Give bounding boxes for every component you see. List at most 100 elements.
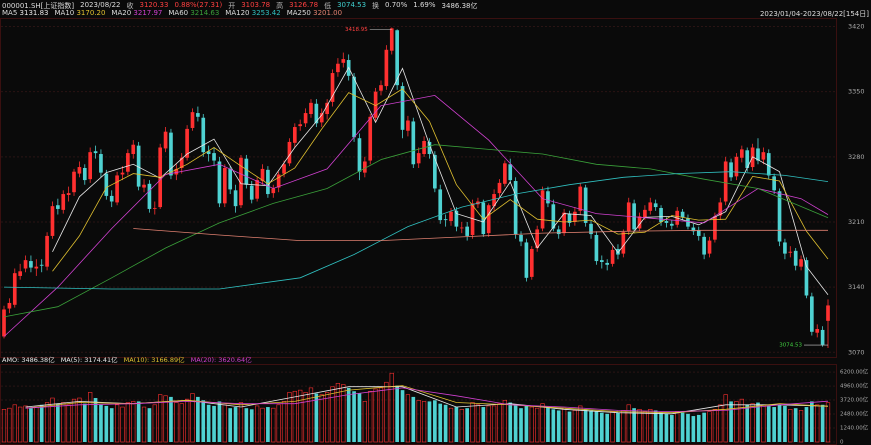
- candle-body: [503, 163, 507, 184]
- candle-body: [486, 205, 491, 234]
- volume-bar: [303, 392, 308, 443]
- candle-body: [363, 161, 367, 173]
- volume-bar: [411, 396, 416, 442]
- legend-name: MA250: [286, 9, 311, 17]
- ma-line: [52, 88, 829, 272]
- volume-bar: [104, 405, 109, 442]
- volume-bar: [228, 408, 233, 442]
- candle-body: [12, 273, 17, 305]
- y-tick-label: 4960.00亿: [840, 382, 869, 390]
- candle-body: [222, 167, 227, 204]
- candle-body: [287, 141, 292, 164]
- y-tick-label: 3280: [848, 153, 865, 161]
- volume-bar: [346, 387, 351, 442]
- candle-body: [653, 203, 658, 208]
- candle-body: [104, 173, 109, 196]
- candle-body: [416, 153, 421, 164]
- candle-body: [18, 271, 22, 276]
- candle-body: [109, 195, 114, 202]
- quote-header: 000001.SH[上证指数] 2023/08/22 收 3120.33 0.88%…: [2, 1, 478, 11]
- volume-bar: [34, 406, 39, 443]
- volume-bar: [325, 392, 330, 443]
- ma-line: [133, 228, 828, 241]
- candle-body: [745, 150, 750, 168]
- candle-body: [352, 76, 356, 138]
- volume-bar: [217, 401, 222, 442]
- candle-body: [341, 59, 346, 63]
- ma-line: [3, 94, 829, 337]
- volume-bar: [696, 414, 701, 442]
- volume-bar: [88, 392, 93, 443]
- volume-bar: [201, 400, 206, 442]
- quote-value: 3126.78: [289, 1, 319, 9]
- volume-bar: [712, 408, 718, 443]
- quote-value: 1.69%: [413, 1, 436, 9]
- volume-bar: [589, 410, 593, 442]
- volume-bar: [680, 412, 685, 442]
- y-tick-label: 3070: [848, 348, 865, 356]
- volume-bar: [7, 407, 12, 443]
- volume-bar: [1, 408, 7, 443]
- candle-body: [788, 251, 793, 253]
- volume-bar: [616, 412, 620, 442]
- volume-bar: [368, 390, 373, 443]
- volume-bar: [438, 403, 443, 442]
- candle-body: [766, 153, 771, 176]
- candle-body: [556, 229, 561, 235]
- volume-bar: [783, 405, 787, 442]
- candle-body: [212, 153, 216, 161]
- candle-body: [185, 128, 189, 158]
- quote-label: 低: [324, 2, 332, 10]
- volume-bar: [222, 404, 227, 443]
- quote-value: 3074.53: [337, 1, 367, 9]
- volume-bar: [443, 404, 448, 442]
- candle-body: [29, 261, 33, 268]
- candle-body: [454, 210, 459, 227]
- candle-body: [702, 236, 706, 255]
- candle-body: [594, 235, 599, 262]
- y-tick-label: 0: [840, 440, 844, 445]
- annotation: 3074.53: [779, 343, 802, 349]
- legend-entry: MA5 3131.83: [2, 9, 48, 17]
- candle-body: [389, 28, 394, 51]
- volume-bar: [825, 402, 831, 443]
- candle-body: [659, 208, 663, 222]
- volume-bar: [114, 404, 120, 443]
- candle-body: [357, 138, 362, 172]
- candle-body: [39, 264, 44, 266]
- volume-bar: [23, 405, 28, 443]
- candle-body: [406, 120, 410, 131]
- candle-body: [115, 175, 119, 203]
- volume-bar: [18, 406, 23, 443]
- candle-body: [61, 194, 66, 210]
- volume-bar: [621, 410, 626, 443]
- volume-bar: [540, 403, 545, 443]
- volume-bar: [109, 408, 114, 442]
- quote-value: 3103.78: [241, 1, 271, 9]
- volume-bar: [470, 402, 475, 443]
- volume-bar: [777, 404, 782, 442]
- volume-bar: [206, 404, 211, 442]
- volume-bar: [169, 396, 173, 442]
- volume-bar: [481, 407, 486, 442]
- candle-body: [120, 172, 125, 175]
- volume-bar: [314, 393, 319, 442]
- legend-name: MA60: [168, 9, 189, 17]
- volume-bar: [642, 411, 648, 443]
- candle-body: [292, 127, 297, 143]
- candle-body: [669, 223, 674, 226]
- date: 2023/08/22: [80, 1, 121, 9]
- volume-bar: [497, 403, 502, 443]
- quote-value: 3120.33: [139, 1, 169, 9]
- candle-body: [826, 305, 830, 321]
- volume-bar: [524, 405, 529, 442]
- volume-bar: [653, 410, 658, 442]
- volume-bar: [491, 405, 497, 443]
- candle-body: [621, 232, 626, 254]
- candle-body: [793, 250, 798, 266]
- volume-bar: [648, 408, 653, 443]
- candle-body: [7, 302, 12, 309]
- legend-value: 3201.00: [313, 9, 343, 17]
- volume-bar: [626, 404, 631, 443]
- volume-bar: [196, 396, 200, 442]
